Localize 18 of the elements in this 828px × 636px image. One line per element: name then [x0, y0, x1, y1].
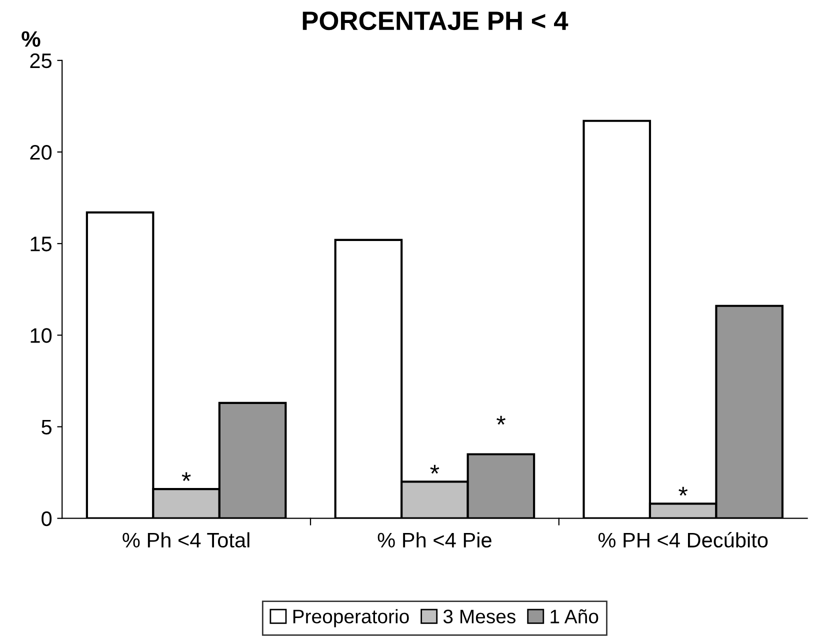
y-tick-label: 20	[30, 145, 52, 160]
legend-label: 1 Año	[550, 609, 598, 624]
y-tick-label: 0	[42, 511, 52, 526]
y-axis-title: %	[22, 31, 40, 47]
x-tick-label: % Ph <4 Pie	[378, 532, 492, 548]
legend-label: Preoperatorio	[293, 609, 409, 628]
annotation: *	[678, 486, 688, 496]
x-tick-label: % PH <4 Decúbito	[598, 532, 768, 548]
chart-title: PORCENTAJE PH < 4	[302, 11, 568, 30]
y-tick-label: 5	[42, 420, 52, 435]
y-tick-label: 10	[30, 328, 52, 343]
annotation: *	[430, 464, 440, 474]
annotation: *	[496, 416, 506, 425]
y-tick-label: 25	[30, 53, 52, 68]
y-tick-label: 15	[30, 236, 52, 252]
x-tick-label: % Ph <4 Total	[122, 532, 250, 548]
legend-label: 3 Meses	[443, 610, 516, 624]
annotation: *	[182, 472, 191, 481]
